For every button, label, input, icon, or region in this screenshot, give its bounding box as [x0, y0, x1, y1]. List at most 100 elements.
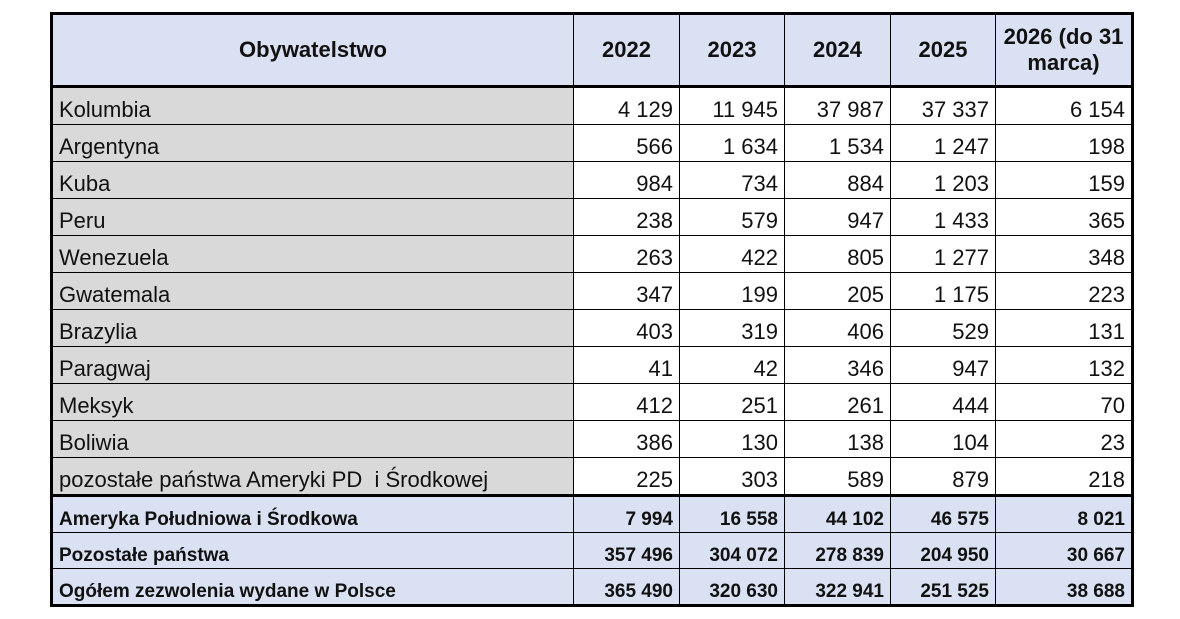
table-row: Argentyna 566 1 634 1 534 1 247 198 [51, 124, 1133, 162]
summary-row: Pozostałe państwa 357 496 304 072 278 839 20… [51, 532, 1133, 569]
value-cell: 1 634 [679, 124, 785, 162]
value-cell: 261 [784, 383, 891, 421]
value-cell: 319 [679, 309, 785, 347]
value-cell: 805 [784, 235, 891, 273]
header-cell: 2023 [679, 13, 785, 88]
table-row: pozostałe państwa Ameryki PD i Środkowej… [51, 457, 1133, 496]
value-cell: 138 [784, 420, 891, 458]
value-cell: 238 [573, 198, 680, 236]
value-cell: 347 [573, 272, 680, 310]
value-cell: 1 247 [890, 124, 996, 162]
value-cell: 70 [995, 383, 1133, 421]
value-cell: 884 [784, 161, 891, 199]
table-row: Boliwia 386 130 138 104 23 [51, 420, 1133, 458]
header-row: Obywatelstwo 2022 2023 2024 2025 2026 (do 31 … [51, 13, 1133, 88]
country-cell: Brazylia [51, 309, 574, 347]
country-cell: pozostałe państwa Ameryki PD i Środkowej [51, 457, 574, 496]
summary-value: 357 496 [573, 532, 680, 569]
country-cell: Gwatemala [51, 272, 574, 310]
summary-value: 30 667 [995, 532, 1133, 569]
summary-value: 16 558 [679, 494, 785, 533]
header-cell: Obywatelstwo [51, 13, 574, 88]
value-cell: 205 [784, 272, 891, 310]
value-cell: 1 433 [890, 198, 996, 236]
value-cell: 422 [679, 235, 785, 273]
summary-value: 365 490 [573, 568, 680, 606]
table-body: Kolumbia 4 129 11 945 37 987 37 337 6 154 Arge… [51, 86, 1133, 606]
country-cell: Argentyna [51, 124, 574, 162]
summary-value: 38 688 [995, 568, 1133, 606]
value-cell: 947 [784, 198, 891, 236]
table-row: Wenezuela 263 422 805 1 277 348 [51, 235, 1133, 273]
value-cell: 37 337 [890, 86, 996, 125]
value-cell: 386 [573, 420, 680, 458]
summary-value: 7 994 [573, 494, 680, 533]
value-cell: 223 [995, 272, 1133, 310]
value-cell: 132 [995, 346, 1133, 384]
value-cell: 365 [995, 198, 1133, 236]
summary-row: Ameryka Południowa i Środkowa 7 994 16 558… [51, 494, 1133, 533]
summary-label: Ameryka Południowa i Środkowa [51, 494, 574, 533]
summary-row: Ogółem zezwolenia wydane w Polsce 365 490… [51, 568, 1133, 606]
summary-value: 44 102 [784, 494, 891, 533]
value-cell: 199 [679, 272, 785, 310]
value-cell: 1 277 [890, 235, 996, 273]
country-cell: Paragwaj [51, 346, 574, 384]
value-cell: 346 [784, 346, 891, 384]
value-cell: 23 [995, 420, 1133, 458]
value-cell: 529 [890, 309, 996, 347]
header-cell: 2022 [573, 13, 680, 88]
table-row: Gwatemala 347 199 205 1 175 223 [51, 272, 1133, 310]
value-cell: 159 [995, 161, 1133, 199]
header-cell: 2024 [784, 13, 891, 88]
header-cell: 2025 [890, 13, 996, 88]
value-cell: 406 [784, 309, 891, 347]
value-cell: 444 [890, 383, 996, 421]
summary-value: 304 072 [679, 532, 785, 569]
value-cell: 1 203 [890, 161, 996, 199]
value-cell: 41 [573, 346, 680, 384]
country-cell: Meksyk [51, 383, 574, 421]
summary-value: 46 575 [890, 494, 996, 533]
summary-value: 320 630 [679, 568, 785, 606]
value-cell: 225 [573, 457, 680, 496]
value-cell: 403 [573, 309, 680, 347]
value-cell: 412 [573, 383, 680, 421]
value-cell: 984 [573, 161, 680, 199]
country-cell: Peru [51, 198, 574, 236]
value-cell: 579 [679, 198, 785, 236]
table-row: Meksyk 412 251 261 444 70 [51, 383, 1133, 421]
value-cell: 42 [679, 346, 785, 384]
table-row: Brazylia 403 319 406 529 131 [51, 309, 1133, 347]
value-cell: 11 945 [679, 86, 785, 125]
country-cell: Kuba [51, 161, 574, 199]
value-cell: 566 [573, 124, 680, 162]
summary-label: Ogółem zezwolenia wydane w Polsce [51, 568, 574, 606]
value-cell: 104 [890, 420, 996, 458]
country-cell: Wenezuela [51, 235, 574, 273]
value-cell: 263 [573, 235, 680, 273]
value-cell: 6 154 [995, 86, 1133, 125]
value-cell: 303 [679, 457, 785, 496]
value-cell: 589 [784, 457, 891, 496]
country-cell: Kolumbia [51, 86, 574, 125]
value-cell: 37 987 [784, 86, 891, 125]
value-cell: 734 [679, 161, 785, 199]
summary-value: 204 950 [890, 532, 996, 569]
value-cell: 1 534 [784, 124, 891, 162]
value-cell: 131 [995, 309, 1133, 347]
summary-value: 278 839 [784, 532, 891, 569]
value-cell: 879 [890, 457, 996, 496]
table-row: Peru 238 579 947 1 433 365 [51, 198, 1133, 236]
value-cell: 1 175 [890, 272, 996, 310]
value-cell: 348 [995, 235, 1133, 273]
table-row: Kolumbia 4 129 11 945 37 987 37 337 6 154 [51, 86, 1133, 125]
summary-value: 251 525 [890, 568, 996, 606]
value-cell: 130 [679, 420, 785, 458]
value-cell: 947 [890, 346, 996, 384]
data-table: Obywatelstwo 2022 2023 2024 2025 2026 (do 31 … [50, 12, 1134, 607]
value-cell: 218 [995, 457, 1133, 496]
country-cell: Boliwia [51, 420, 574, 458]
value-cell: 251 [679, 383, 785, 421]
